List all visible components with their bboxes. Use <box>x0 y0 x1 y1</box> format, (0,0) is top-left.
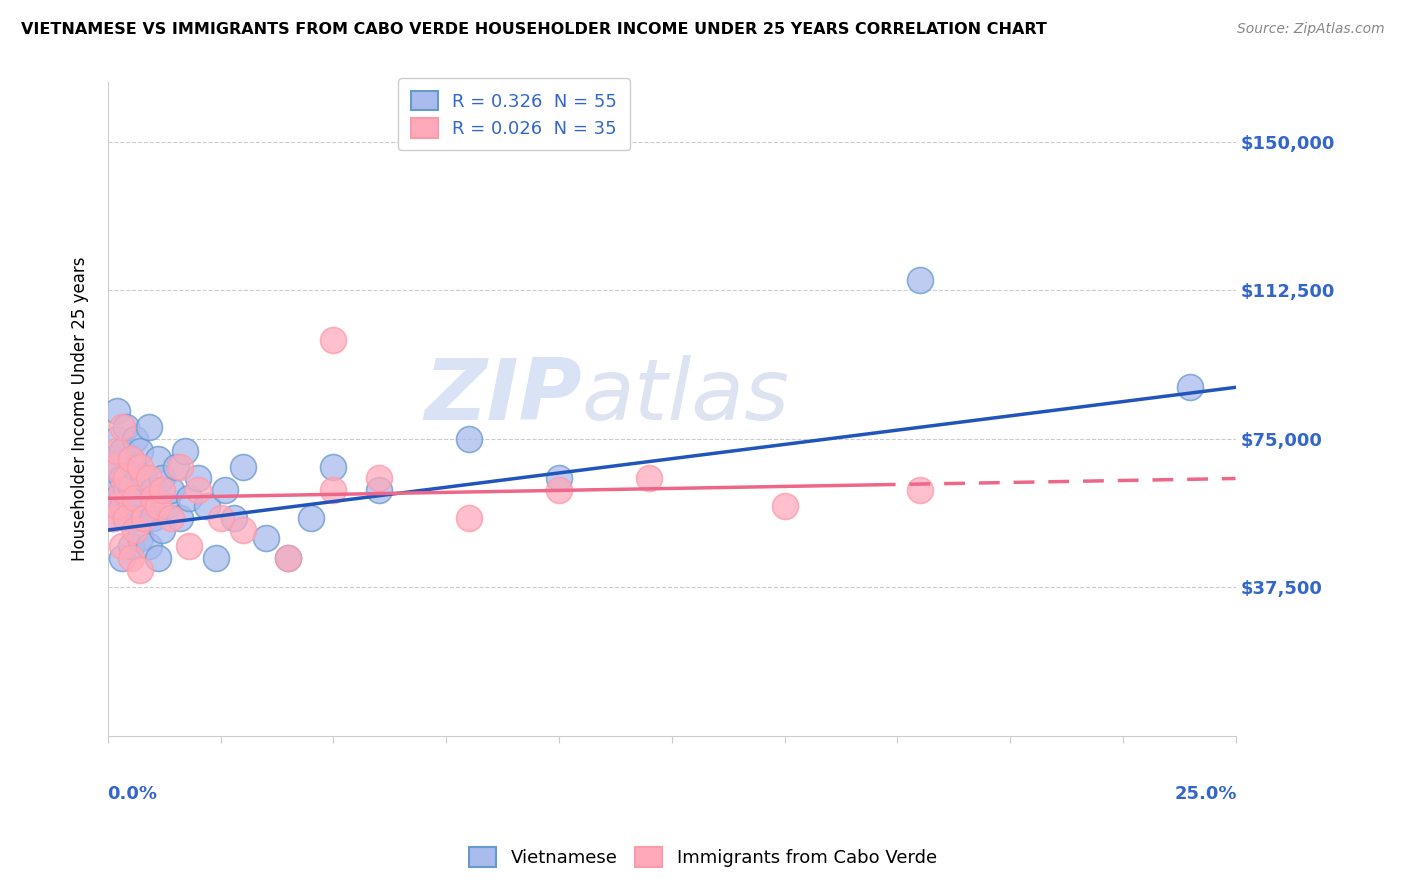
Point <box>322 459 344 474</box>
Point <box>105 491 128 506</box>
Point <box>124 491 146 506</box>
Point <box>101 511 124 525</box>
Legend: Vietnamese, Immigrants from Cabo Verde: Vietnamese, Immigrants from Cabo Verde <box>461 839 945 874</box>
Point <box>150 523 173 537</box>
Point <box>120 451 142 466</box>
Point <box>120 539 142 553</box>
Point <box>548 471 571 485</box>
Point <box>179 491 201 506</box>
Point <box>195 500 218 514</box>
Point <box>115 511 138 525</box>
Point <box>299 511 322 525</box>
Point <box>120 550 142 565</box>
Point <box>232 523 254 537</box>
Point <box>150 483 173 498</box>
Point <box>132 511 155 525</box>
Point <box>110 550 132 565</box>
Point <box>169 511 191 525</box>
Point <box>132 471 155 485</box>
Point <box>457 432 479 446</box>
Point <box>142 511 165 525</box>
Point <box>205 550 228 565</box>
Point <box>124 523 146 537</box>
Point <box>638 471 661 485</box>
Point <box>160 511 183 525</box>
Point <box>187 471 209 485</box>
Point <box>179 539 201 553</box>
Point <box>142 483 165 498</box>
Point <box>128 531 150 545</box>
Text: ZIP: ZIP <box>425 354 582 438</box>
Point <box>367 471 389 485</box>
Point <box>115 511 138 525</box>
Text: atlas: atlas <box>582 354 790 438</box>
Point <box>150 471 173 485</box>
Text: Source: ZipAtlas.com: Source: ZipAtlas.com <box>1237 22 1385 37</box>
Text: 0.0%: 0.0% <box>107 785 157 803</box>
Point <box>101 451 124 466</box>
Point <box>110 443 132 458</box>
Point <box>142 491 165 506</box>
Point <box>110 483 132 498</box>
Point <box>115 471 138 485</box>
Point <box>908 273 931 287</box>
Text: 25.0%: 25.0% <box>1174 785 1237 803</box>
Point <box>124 511 146 525</box>
Point <box>146 550 169 565</box>
Point <box>254 531 277 545</box>
Point <box>367 483 389 498</box>
Point <box>101 459 124 474</box>
Point <box>138 471 160 485</box>
Point <box>908 483 931 498</box>
Legend: R = 0.326  N = 55, R = 0.026  N = 35: R = 0.326 N = 55, R = 0.026 N = 35 <box>398 78 630 151</box>
Point <box>138 420 160 434</box>
Point <box>124 432 146 446</box>
Point <box>322 483 344 498</box>
Point <box>169 459 191 474</box>
Point <box>209 511 232 525</box>
Point <box>146 451 169 466</box>
Point <box>548 483 571 498</box>
Point <box>277 550 299 565</box>
Point <box>187 483 209 498</box>
Text: VIETNAMESE VS IMMIGRANTS FROM CABO VERDE HOUSEHOLDER INCOME UNDER 25 YEARS CORRE: VIETNAMESE VS IMMIGRANTS FROM CABO VERDE… <box>21 22 1047 37</box>
Point <box>110 471 132 485</box>
Point <box>101 483 124 498</box>
Point <box>124 459 146 474</box>
Point <box>128 443 150 458</box>
Point <box>132 511 155 525</box>
Point <box>120 479 142 493</box>
Point <box>105 432 128 446</box>
Point <box>105 443 128 458</box>
Point <box>232 459 254 474</box>
Point <box>120 500 142 514</box>
Point <box>101 511 124 525</box>
Point <box>146 500 169 514</box>
Point <box>105 500 128 514</box>
Point <box>160 483 183 498</box>
Point <box>457 511 479 525</box>
Point <box>120 451 142 466</box>
Point <box>110 539 132 553</box>
Point <box>128 491 150 506</box>
Point <box>115 483 138 498</box>
Point <box>105 404 128 418</box>
Point <box>224 511 246 525</box>
Point <box>115 420 138 434</box>
Point <box>322 333 344 347</box>
Point <box>138 539 160 553</box>
Point <box>128 563 150 577</box>
Point <box>156 500 179 514</box>
Point <box>165 459 187 474</box>
Point <box>214 483 236 498</box>
Point <box>1180 380 1202 394</box>
Point <box>128 459 150 474</box>
Point <box>110 420 132 434</box>
Y-axis label: Householder Income Under 25 years: Householder Income Under 25 years <box>72 257 89 561</box>
Point <box>277 550 299 565</box>
Point <box>110 500 132 514</box>
Point <box>105 459 128 474</box>
Point <box>173 443 195 458</box>
Point <box>773 500 796 514</box>
